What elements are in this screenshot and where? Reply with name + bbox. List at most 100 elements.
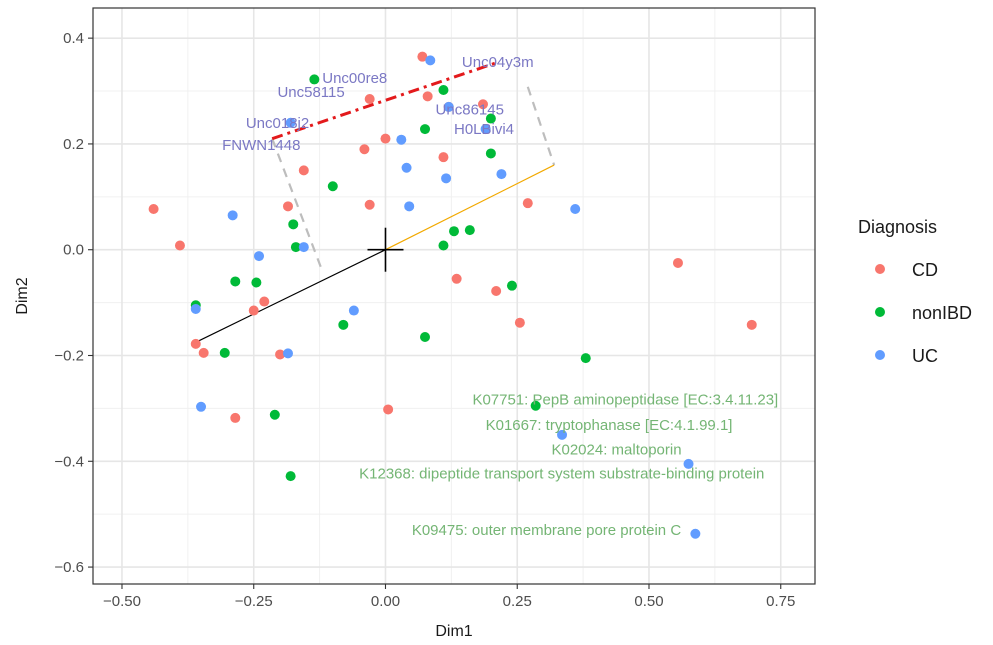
x-tick-label: 0.25 (503, 593, 532, 610)
point-uc (285, 117, 296, 128)
point-cd (422, 91, 433, 102)
point-nonibd (438, 240, 449, 251)
point-cd (282, 201, 293, 212)
point-cd (438, 152, 449, 163)
taxon-label: Unc04y3m (462, 54, 534, 71)
point-nonibd (230, 276, 241, 287)
point-uc (441, 173, 452, 184)
point-cd (451, 273, 462, 284)
grid-major (93, 8, 815, 584)
point-cd (364, 93, 375, 104)
gray-dashed-line (526, 86, 556, 166)
x-tick-label: −0.50 (103, 593, 141, 610)
point-uc (690, 528, 701, 539)
taxon-label: Unc018j2 (246, 115, 309, 132)
point-cd (364, 199, 375, 210)
x-tick-label: 0.00 (371, 593, 400, 610)
y-axis-title: Dim2 (14, 277, 31, 314)
kegg-label: K12368: dipeptide transport system subst… (359, 465, 764, 482)
point-nonibd (269, 409, 280, 420)
legend: Diagnosis CD nonIBD UC (858, 217, 972, 366)
point-nonibd (420, 331, 431, 342)
point-nonibd (530, 400, 541, 411)
orange-loading-line (385, 164, 555, 251)
point-cd (298, 165, 309, 176)
point-cd (248, 305, 259, 316)
point-cd (230, 412, 241, 423)
point-cd (383, 404, 394, 415)
gray-dashed-line (271, 138, 324, 272)
legend-label-uc: UC (912, 346, 938, 366)
point-cd (477, 99, 488, 110)
point-cd (259, 296, 270, 307)
point-nonibd (580, 353, 591, 364)
point-nonibd (449, 226, 459, 237)
point-cd (522, 198, 533, 209)
point-uc (480, 124, 491, 135)
point-cd (174, 240, 185, 251)
kegg-label: K09475: outer membrane pore protein C (412, 522, 681, 539)
legend-swatch-cd (875, 264, 885, 274)
point-uc (254, 251, 265, 262)
point-uc (425, 55, 436, 66)
point-nonibd (251, 277, 262, 288)
kegg-label: K02024: maltoporin (551, 442, 681, 459)
legend-label-nonibd: nonIBD (912, 303, 972, 323)
point-nonibd (485, 113, 496, 124)
y-tick-label: −0.4 (54, 453, 84, 470)
point-nonibd (420, 124, 431, 135)
point-nonibd (338, 319, 349, 330)
taxon-label: H0LBivi4 (454, 121, 514, 138)
y-tick-label: 0.4 (63, 30, 84, 47)
legend-swatch-uc (875, 350, 885, 360)
point-nonibd (506, 280, 517, 291)
panel-border (92, 7, 816, 585)
legend-swatch-nonibd (875, 307, 885, 317)
point-nonibd (327, 181, 338, 192)
y-axis: −0.6 −0.4 −0.2 0.0 0.2 0.4 (54, 30, 93, 576)
point-nonibd (309, 74, 320, 85)
point-uc (396, 134, 407, 145)
point-cd (198, 347, 209, 358)
point-uc (404, 201, 415, 212)
point-uc (348, 305, 359, 316)
point-uc (401, 162, 412, 173)
black-loading-line (195, 249, 386, 343)
point-cd (417, 51, 428, 62)
point-nonibd (219, 347, 230, 358)
overlay-lines (195, 60, 556, 343)
point-nonibd (285, 471, 296, 482)
point-cd (190, 338, 201, 349)
taxon-label: Unc00re8 (322, 70, 387, 87)
y-tick-label: 0.2 (63, 136, 84, 153)
point-cd (514, 317, 525, 328)
point-cd (148, 203, 159, 214)
x-tick-label: 0.75 (766, 593, 795, 610)
point-cd (380, 133, 391, 144)
taxon-label: Unc86145 (436, 102, 504, 119)
point-cd (359, 144, 370, 155)
y-tick-label: −0.6 (54, 559, 84, 576)
point-nonibd (464, 225, 475, 236)
x-axis-title: Dim1 (435, 623, 472, 640)
taxon-label: Unc58115 (277, 84, 344, 101)
data-points (148, 51, 757, 539)
point-uc (227, 210, 238, 221)
y-tick-label: 0.0 (63, 242, 84, 259)
point-uc (190, 303, 201, 314)
point-uc (282, 348, 293, 359)
point-nonibd (290, 242, 301, 253)
point-uc (298, 242, 309, 253)
point-uc (443, 101, 454, 112)
point-uc (570, 203, 581, 214)
point-uc (196, 401, 207, 412)
x-tick-label: −0.25 (235, 593, 273, 610)
point-nonibd (288, 219, 299, 230)
point-cd (491, 285, 502, 296)
x-axis: −0.50 −0.25 0.00 0.25 0.50 0.75 (103, 584, 795, 610)
point-nonibd (485, 148, 496, 159)
legend-title: Diagnosis (858, 217, 937, 237)
